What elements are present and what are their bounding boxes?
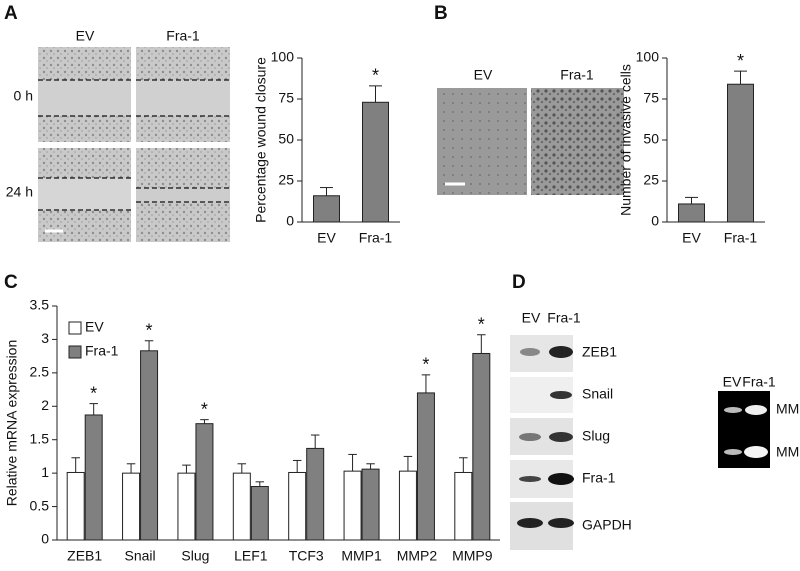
bar xyxy=(232,472,251,541)
bar xyxy=(472,352,491,541)
column-label: EV xyxy=(76,28,95,44)
bar xyxy=(288,471,307,541)
row-label: ZEB1 xyxy=(582,344,617,360)
row-label: GAPDH xyxy=(582,517,632,533)
x-tick-label: Snail xyxy=(124,548,155,564)
bar xyxy=(250,486,269,541)
bar xyxy=(122,472,141,541)
y-tick-label: 100 xyxy=(636,49,660,65)
legend-swatch xyxy=(68,345,82,359)
significance: * xyxy=(90,383,97,403)
y-tick-label: 0.5 xyxy=(30,497,50,513)
significance: * xyxy=(737,51,744,71)
x-tick-label: EV xyxy=(682,230,701,246)
bar xyxy=(177,472,196,541)
x-tick-label: Fra-1 xyxy=(359,230,393,246)
y-axis-label: Relative mRNA expression xyxy=(4,340,20,507)
y-tick-label: 25 xyxy=(643,172,659,188)
y-tick-label: 0 xyxy=(41,531,49,547)
invasion-images xyxy=(437,88,624,195)
bar xyxy=(195,423,214,541)
bar xyxy=(416,392,435,541)
significance: * xyxy=(372,66,379,86)
y-tick-label: 25 xyxy=(278,172,294,188)
bar xyxy=(678,203,705,223)
bar xyxy=(313,195,340,223)
row-label: Fra-1 xyxy=(582,470,616,486)
y-tick-label: 50 xyxy=(278,131,294,147)
y-tick-label: 0 xyxy=(286,213,294,229)
bar xyxy=(140,350,159,541)
bar xyxy=(84,414,103,541)
column-label: EV xyxy=(723,374,742,390)
gel xyxy=(718,391,770,468)
panel-label: A xyxy=(4,3,18,24)
y-tick-label: 1 xyxy=(41,464,49,480)
panel-label: C xyxy=(4,272,18,293)
column-label: EV xyxy=(474,67,493,83)
bar xyxy=(361,468,380,541)
panel-label: B xyxy=(434,3,448,24)
legend-label: EV xyxy=(85,319,104,335)
x-tick-label: TCF3 xyxy=(289,548,324,564)
x-tick-label: MMP9 xyxy=(452,548,493,564)
y-axis-label: Number of invasive cells xyxy=(618,64,634,216)
column-label: Fra-1 xyxy=(742,374,776,390)
column-label: Fra-1 xyxy=(166,28,200,44)
bar xyxy=(398,470,417,541)
x-tick-label: MMP2 xyxy=(397,548,438,564)
bar xyxy=(343,470,362,541)
significance: * xyxy=(478,314,485,334)
x-tick-label: MMP1 xyxy=(341,548,382,564)
column-label: Fra-1 xyxy=(560,67,594,83)
x-tick-label: ZEB1 xyxy=(67,548,102,564)
y-tick-label: 75 xyxy=(278,90,294,106)
y-tick-label: 0 xyxy=(651,213,659,229)
row-label: 24 h xyxy=(6,184,33,200)
bar xyxy=(454,471,473,541)
y-tick-label: 2.5 xyxy=(30,364,50,380)
bar xyxy=(727,83,754,223)
y-tick-label: 100 xyxy=(271,49,295,65)
x-tick-label: EV xyxy=(317,230,336,246)
column-label: EV xyxy=(522,310,541,326)
bar xyxy=(66,471,85,541)
legend-swatch xyxy=(68,321,82,335)
western-blot xyxy=(510,335,574,550)
x-tick-label: LEF1 xyxy=(234,548,268,564)
row-label: Slug xyxy=(582,428,610,444)
bar xyxy=(362,101,389,223)
wound-images xyxy=(38,47,230,242)
x-tick-label: Fra-1 xyxy=(724,230,758,246)
x-tick-label: Slug xyxy=(181,548,209,564)
y-tick-label: 50 xyxy=(643,131,659,147)
significance: * xyxy=(201,399,208,419)
y-tick-label: 75 xyxy=(643,90,659,106)
row-label: Snail xyxy=(582,386,613,402)
row-label: MMP9 xyxy=(776,444,800,460)
y-tick-label: 3 xyxy=(41,330,49,346)
row-label: 0 h xyxy=(14,88,33,104)
column-label: Fra-1 xyxy=(547,310,581,326)
y-tick-label: 2 xyxy=(41,397,49,413)
bar xyxy=(306,447,325,541)
y-tick-label: 1.5 xyxy=(30,430,50,446)
legend-label: Fra-1 xyxy=(85,343,119,359)
significance: * xyxy=(422,355,429,375)
panel-label: D xyxy=(512,272,526,293)
y-tick-label: 3.5 xyxy=(30,297,50,313)
significance: * xyxy=(146,321,153,341)
row-label: MMP2 xyxy=(776,401,800,417)
y-axis-label: Percentage wound closure xyxy=(253,57,269,223)
